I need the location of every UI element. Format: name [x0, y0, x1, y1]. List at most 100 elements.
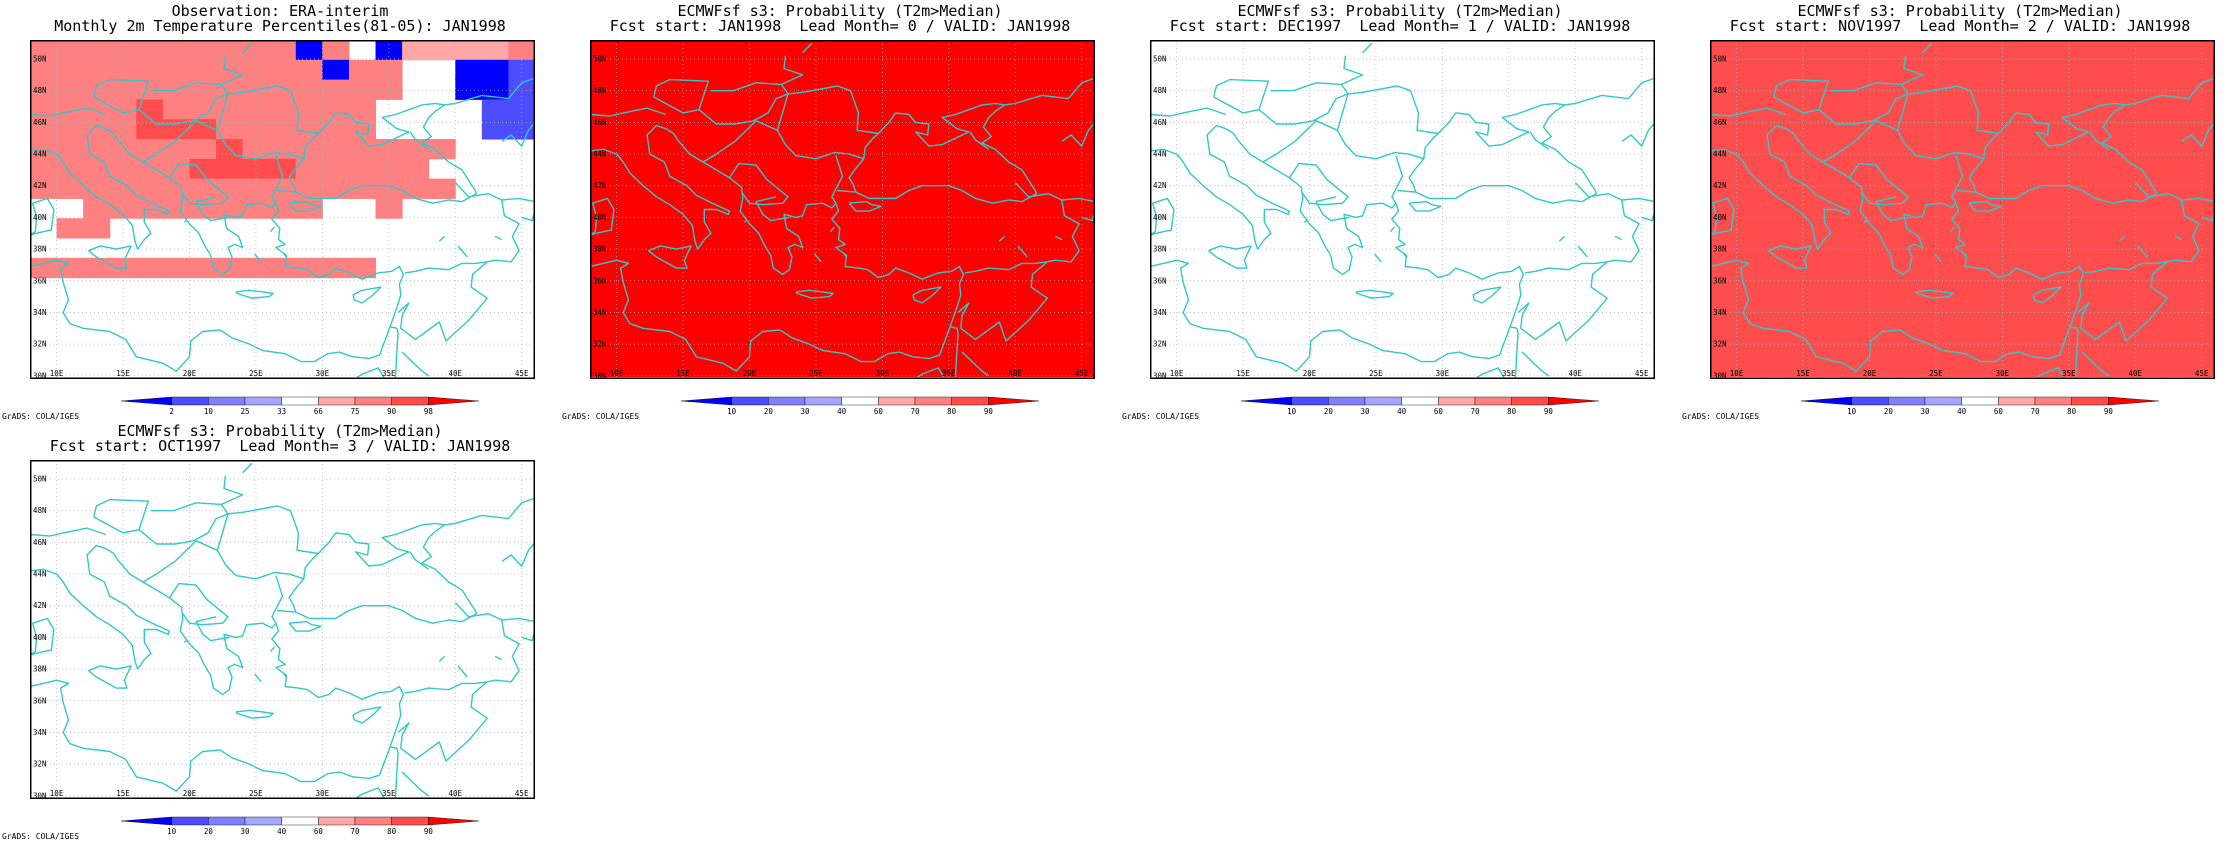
probability-cell [1896, 158, 1924, 180]
coastline [848, 200, 882, 212]
coastline [277, 609, 296, 613]
probability-cell [2082, 317, 2110, 338]
probability-cell [1710, 40, 1738, 61]
probability-cell [1949, 198, 1977, 219]
panel-title-line2: Monthly 2m Temperature Percentiles(81-05… [54, 17, 506, 35]
legend-label: 40 [1957, 407, 1967, 416]
lat-tick-label: 38N [593, 245, 607, 254]
probability-cell [2082, 158, 2110, 180]
probability-cell [2108, 119, 2136, 140]
coastline [389, 326, 399, 378]
probability-cell [1763, 198, 1791, 219]
probability-cell [56, 218, 84, 239]
coastline [1951, 155, 1964, 204]
lat-tick-label: 36N [1713, 276, 1727, 285]
probability-cell [1975, 297, 2003, 318]
coastline [501, 541, 535, 567]
probability-cell [696, 297, 724, 318]
probability-cell [1763, 277, 1791, 298]
lat-tick-label: 32N [33, 340, 47, 349]
probability-cell [30, 59, 58, 81]
probability-cell [322, 178, 350, 199]
probability-cell [1736, 178, 1764, 199]
grads-credit: GrADS: COLA/IGES [2, 412, 80, 421]
probability-cell [776, 297, 804, 318]
probability-cell [908, 99, 937, 120]
probability-cell [1068, 337, 1095, 358]
probability-cell [2108, 158, 2136, 180]
probability-cell [2108, 238, 2136, 259]
probability-cell [2135, 59, 2163, 81]
probability-cell [1068, 297, 1095, 318]
lat-tick-label: 48N [1713, 86, 1727, 95]
coastline [288, 620, 322, 632]
lon-tick-label: 30E [316, 369, 330, 378]
coastline [142, 540, 305, 583]
probability-map: 10E 15E 20E 25E 30E 35E 40E 45E 30N 32N 34N 36N 38N 4… [1710, 40, 2215, 379]
legend-swatch [1548, 396, 1600, 406]
probability-cell [216, 178, 244, 199]
legend-swatch [1474, 396, 1512, 406]
lon-tick-label: 15E [676, 369, 690, 378]
probability-cell [590, 158, 618, 180]
coastline [521, 209, 535, 222]
probability-cell [1736, 356, 1764, 378]
coastline [283, 253, 288, 258]
coastline [590, 124, 965, 372]
lat-tick-label: 42N [33, 601, 47, 610]
coastline [998, 235, 1006, 242]
grads-credit: GrADS: COLA/IGES [1122, 412, 1200, 421]
probability-cell [1842, 238, 1870, 259]
probability-cell [481, 40, 509, 61]
probability-map: 10E 15E 20E 25E 30E 35E 40E 45E 30N 32N 34N 36N 38N 4… [1150, 40, 1655, 379]
probability-cell [749, 158, 777, 180]
probability-cell [1763, 119, 1791, 140]
probability-cell [1763, 79, 1791, 100]
probability-cell [988, 40, 1016, 61]
color-legend-bar: 10 20 30 40 60 70 80 90 [680, 396, 1040, 416]
lat-tick-label: 48N [33, 86, 47, 95]
probability-cell [2108, 178, 2136, 199]
probability-cell [1015, 218, 1043, 239]
coastline [1150, 107, 1227, 117]
legend-label: 60 [314, 827, 324, 836]
probability-cell [1949, 277, 1977, 298]
probability-cell [669, 317, 697, 338]
coastline [401, 771, 430, 797]
legend-label: 60 [1434, 407, 1444, 416]
legend-label: 70 [1470, 407, 1480, 416]
probability-cell [242, 99, 270, 120]
legend-label: 80 [947, 407, 957, 416]
probability-cell [1842, 218, 1870, 239]
legend-swatch [2071, 396, 2109, 406]
coastline [1901, 55, 1924, 86]
coastline [494, 655, 503, 661]
probability-cell [375, 40, 403, 61]
coastline [254, 673, 262, 683]
probability-cell [1975, 99, 2003, 120]
probability-cell [855, 40, 883, 61]
probability-cell [1736, 317, 1764, 338]
probability-cell [1789, 277, 1817, 298]
probability-cell [1842, 40, 1870, 61]
probability-cell [1789, 119, 1817, 140]
probability-cell [696, 158, 724, 180]
probability-cell [1736, 99, 1764, 120]
grads-credit: GrADS: COLA/IGES [562, 412, 640, 421]
lon-tick-label: 35E [382, 789, 396, 798]
probability-cell [1842, 59, 1870, 81]
probability-cell [882, 297, 910, 318]
probability-cell [1949, 99, 1977, 120]
probability-cell [455, 40, 483, 61]
lon-tick-label: 10E [1170, 369, 1184, 378]
probability-cell [2161, 277, 2189, 298]
probability-cell [776, 277, 804, 298]
coastline [2069, 326, 2079, 378]
probability-cell [776, 317, 804, 338]
probability-cell [988, 158, 1016, 180]
probability-cell [2108, 297, 2136, 318]
probability-cell [1710, 178, 1738, 199]
probability-cell [2028, 79, 2057, 100]
probability-cell [722, 40, 750, 61]
probability-cell [1041, 158, 1069, 180]
